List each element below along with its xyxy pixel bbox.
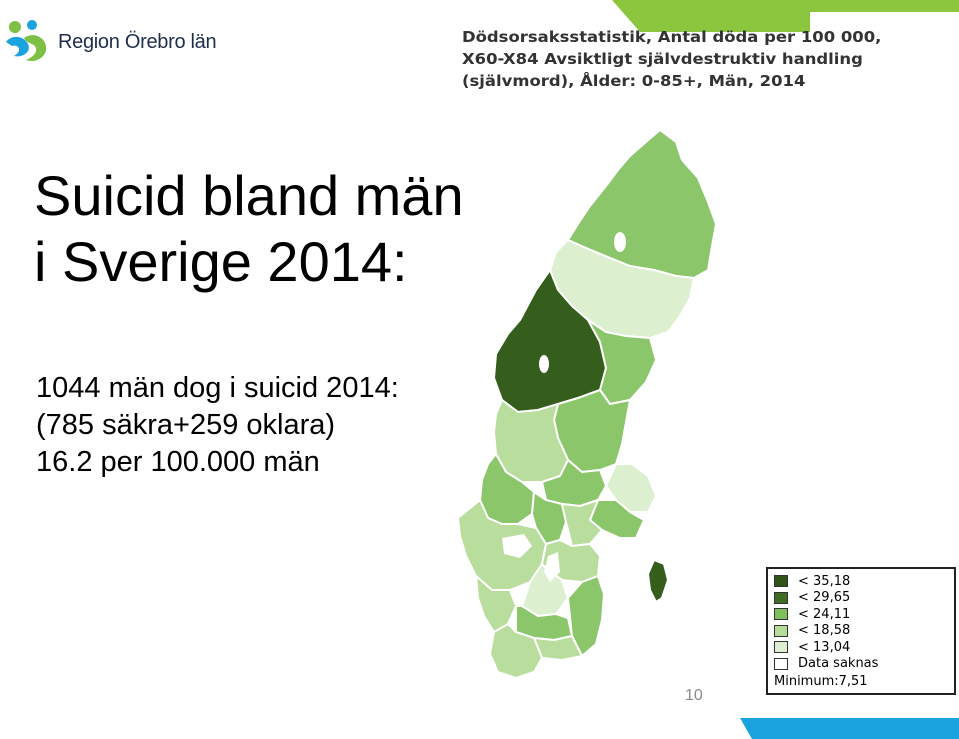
legend-item: < 24,11 [774, 606, 948, 623]
legend-swatch [774, 575, 788, 588]
legend-label: < 13,04 [798, 639, 851, 655]
map-title-line: (självmord), Ålder: 0-85+, Män, 2014 [462, 72, 806, 90]
legend-label: < 18,58 [798, 623, 851, 639]
slide-title-line2: i Sverige 2014: [34, 230, 408, 293]
region-logo[interactable]: Region Örebro län [2, 18, 217, 66]
legend-item: < 18,58 [774, 623, 948, 640]
slide-body: 1044 män dog i suicid 2014: (785 säkra+2… [36, 370, 399, 481]
body-line-deaths: 1044 män dog i suicid 2014: [36, 372, 399, 404]
legend-item: < 35,18 [774, 573, 948, 590]
legend-label: < 35,18 [798, 573, 851, 589]
slide-title: Suicid bland män i Sverige 2014: [34, 163, 464, 295]
body-line-rate: 16.2 per 100.000 män [36, 446, 320, 478]
region-skane [489, 623, 543, 679]
map-legend: < 35,18 < 29,65 < 24,11 < 18,58 < 13,04 … [766, 567, 956, 695]
bottom-decoration [740, 718, 959, 739]
region-sodermanland [561, 499, 603, 547]
page-number: 10 [685, 687, 703, 704]
legend-item: < 13,04 [774, 639, 948, 656]
legend-label: < 24,11 [798, 606, 851, 622]
top-decoration [612, 0, 959, 40]
body-line-breakdown: (785 säkra+259 oklara) [36, 409, 336, 441]
legend-item: Data saknas [774, 656, 948, 673]
legend-label: < 29,65 [798, 590, 851, 606]
legend-minimum: Minimum:7,51 [774, 674, 868, 689]
map-title-line: X60-X84 Avsiktligt självdestruktiv handl… [462, 50, 863, 68]
region-logo-text: Region Örebro län [58, 30, 217, 53]
legend-swatch [774, 624, 788, 637]
legend-swatch [774, 608, 788, 621]
region-kalmar [567, 575, 605, 657]
lake-vattern [544, 552, 560, 582]
lake-vanern [502, 534, 532, 558]
legend-item: < 29,65 [774, 590, 948, 607]
map-title: Dödsorsaksstatistik, Antal döda per 100 … [462, 26, 959, 92]
legend-swatch [774, 657, 788, 670]
sweden-choropleth-map [457, 129, 717, 679]
lake-norrbotten [614, 232, 626, 252]
slide-title-line1: Suicid bland män [34, 164, 464, 227]
map-title-line: Dödsorsaksstatistik, Antal döda per 100 … [462, 28, 882, 46]
region-logo-icon [6, 20, 47, 62]
lake-storsjon [539, 355, 549, 373]
legend-label: Data saknas [798, 656, 879, 672]
region-uppsala [605, 463, 657, 513]
region-gotland [647, 559, 669, 603]
legend-swatch [774, 591, 788, 604]
legend-swatch [774, 641, 788, 654]
region-vasternorrland [587, 319, 657, 405]
